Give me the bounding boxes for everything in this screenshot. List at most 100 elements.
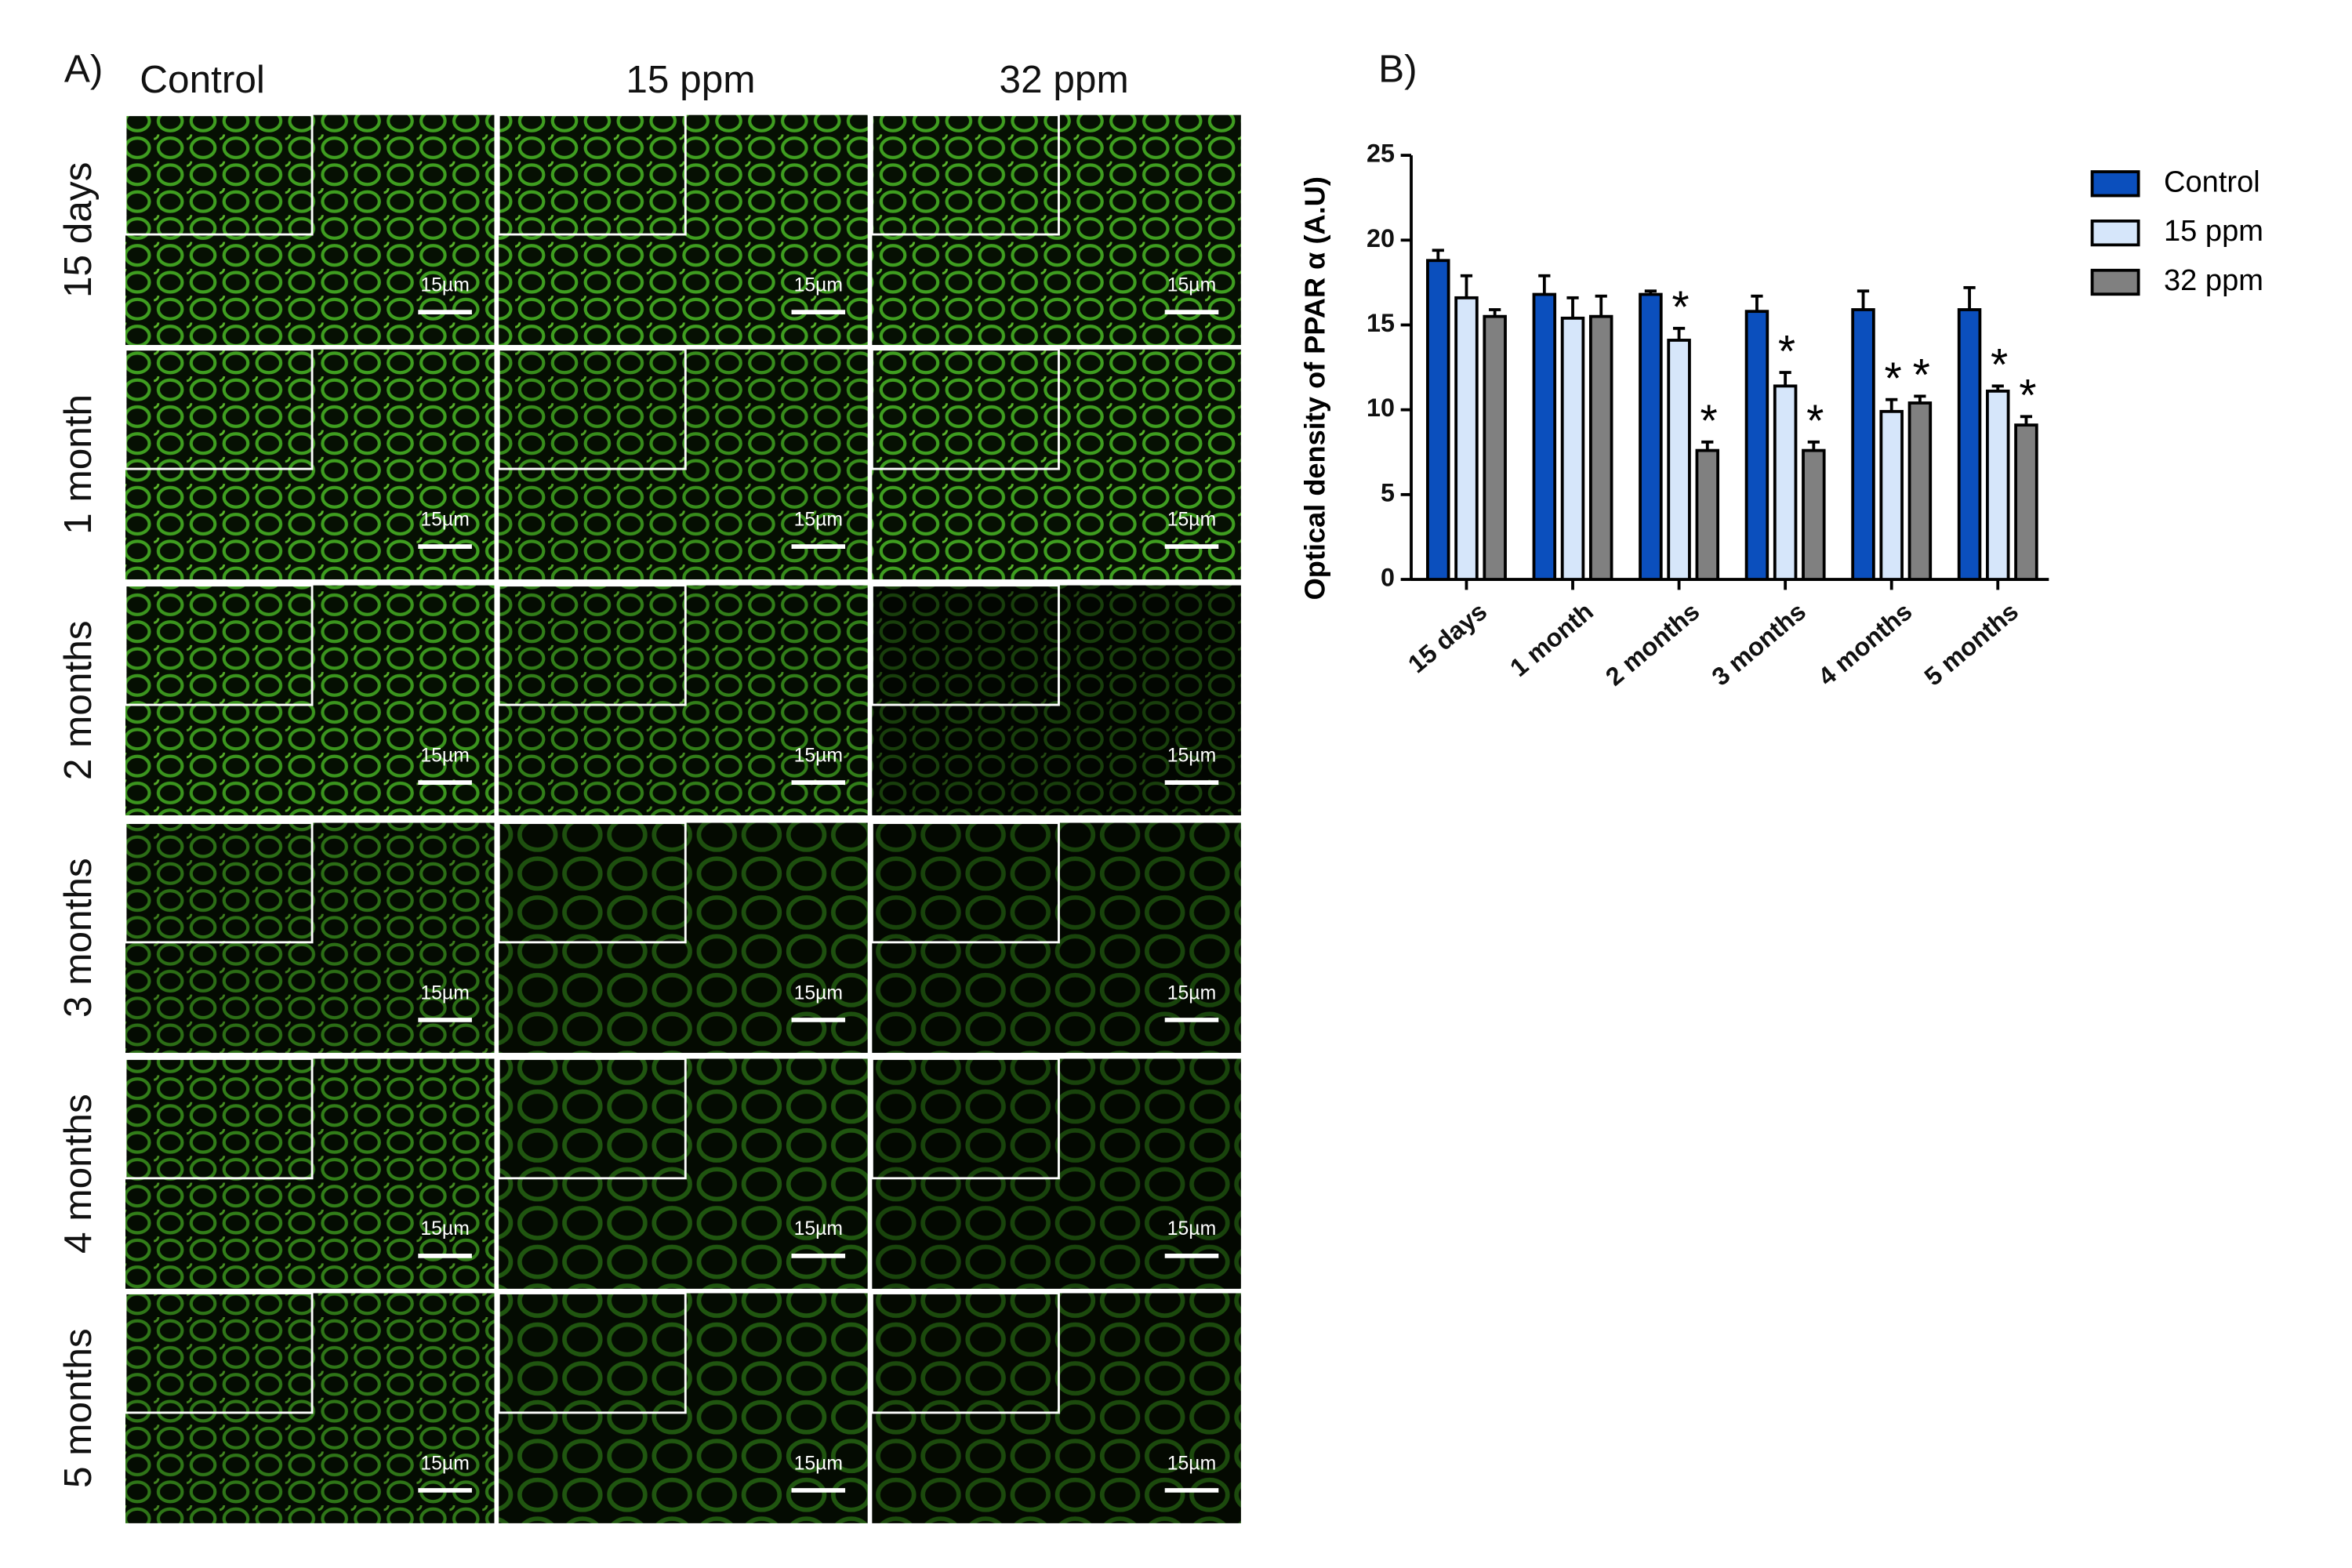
x-tick-label: 4 months: [1813, 597, 1917, 691]
micrograph-shade: [872, 585, 1241, 815]
y-tick-label: 25: [1367, 140, 1395, 168]
legend-label: Control: [2164, 165, 2260, 198]
y-tick-label: 0: [1381, 564, 1395, 592]
inset-box: [870, 822, 1060, 944]
scale-bar-label: 15µm: [420, 509, 469, 530]
micrograph: [125, 585, 495, 815]
micrograph: [872, 822, 1241, 1053]
bar: [1560, 316, 1585, 581]
bar: [1957, 308, 1982, 581]
inset-box: [497, 1292, 687, 1414]
x-tick-label: 15 days: [1403, 597, 1492, 678]
micrograph-shade: [499, 585, 868, 815]
bar: [1695, 448, 1720, 581]
scale-bar-label: 15µm: [1167, 1218, 1216, 1240]
micrograph: [872, 1293, 1241, 1523]
inset-box: [124, 114, 314, 236]
inset-box: [497, 114, 687, 236]
scale-bar-label: 15µm: [420, 982, 469, 1004]
bar: [2014, 423, 2038, 581]
scale-bar-label: 15µm: [1167, 509, 1216, 530]
legend-label: 15 ppm: [2164, 215, 2263, 248]
micrograph-shade: [499, 1058, 868, 1289]
legend-swatch: [2090, 219, 2140, 247]
scale-bar-label: 15µm: [794, 982, 843, 1004]
scale-bar-label: 15µm: [794, 1453, 843, 1474]
significance-marker: *: [1991, 340, 2008, 390]
row-label: 1 month: [56, 394, 100, 535]
row-label: 3 months: [56, 858, 100, 1018]
y-tick-label: 5: [1381, 478, 1395, 506]
bar: [1483, 314, 1507, 581]
micrograph: [125, 1293, 495, 1523]
y-tick-label: 15: [1367, 309, 1395, 337]
bar: [1454, 296, 1479, 581]
micrograph: [499, 1058, 868, 1289]
x-tick-label: 5 months: [1919, 597, 2024, 691]
inset-box: [124, 1058, 314, 1180]
significance-marker: *: [1671, 282, 1689, 332]
scale-bar-label: 15µm: [794, 509, 843, 530]
bar: [1532, 292, 1557, 581]
inset-box: [124, 822, 314, 944]
x-tick-label: 2 months: [1600, 597, 1704, 691]
bar: [1851, 308, 1875, 581]
significance-marker: *: [1884, 354, 1901, 404]
inset-box: [124, 1292, 314, 1414]
inset-box: [870, 1292, 1060, 1414]
inset-box: [870, 114, 1060, 236]
bar: [1986, 389, 2010, 581]
bar: [1639, 292, 1663, 581]
scale-bar-label: 15µm: [420, 1453, 469, 1474]
micrograph: [499, 1293, 868, 1523]
x-tick-label: 3 months: [1707, 597, 1811, 691]
bar: [1773, 384, 1798, 581]
micrograph: [499, 585, 868, 815]
scale-bar-label: 15µm: [794, 745, 843, 766]
micrograph-shade: [872, 1058, 1241, 1289]
inset-box: [870, 1058, 1060, 1180]
bar: [1667, 339, 1691, 581]
x-tick-label: 1 month: [1504, 597, 1599, 682]
micrograph: [872, 349, 1241, 580]
scale-bar-label: 15µm: [1167, 745, 1216, 766]
micrograph: [872, 1058, 1241, 1289]
row-label: 15 days: [56, 162, 100, 298]
micrograph: [125, 114, 495, 345]
legend-swatch: [2090, 268, 2140, 296]
bar: [1879, 409, 1904, 581]
bar: [1802, 448, 1826, 581]
micrograph-shade: [499, 822, 868, 1053]
micrograph-shade: [125, 585, 495, 815]
significance-marker: *: [1778, 326, 1795, 376]
bar: [1588, 314, 1613, 581]
inset-box: [870, 584, 1060, 706]
row-label: 2 months: [56, 620, 100, 780]
micrograph-shade: [125, 822, 495, 1053]
y-axis-label: Optical density of PPAR α (A.U): [1299, 176, 1331, 600]
legend-label: 32 ppm: [2164, 264, 2263, 297]
micrograph: [125, 349, 495, 580]
bar: [1426, 259, 1450, 581]
micrograph-shade: [499, 349, 868, 580]
scale-bar-label: 15µm: [794, 274, 843, 296]
scale-bar-label: 15µm: [1167, 982, 1216, 1004]
inset-box: [497, 1058, 687, 1180]
micrograph: [872, 114, 1241, 345]
scale-bar-label: 15µm: [420, 745, 469, 766]
y-tick-label: 10: [1367, 394, 1395, 422]
significance-marker: *: [2019, 371, 2036, 421]
y-tick-label: 20: [1367, 224, 1395, 252]
inset-box: [497, 348, 687, 470]
significance-marker: *: [1806, 396, 1824, 446]
column-label: 32 ppm: [1000, 58, 1129, 101]
inset-box: [870, 348, 1060, 470]
scale-bar-label: 15µm: [1167, 1453, 1216, 1474]
micrograph: [125, 822, 495, 1053]
legend-swatch: [2090, 170, 2140, 198]
micrograph-shade: [499, 1293, 868, 1523]
row-label: 4 months: [56, 1094, 100, 1254]
row-label: 5 months: [56, 1328, 100, 1488]
micrograph: [499, 349, 868, 580]
